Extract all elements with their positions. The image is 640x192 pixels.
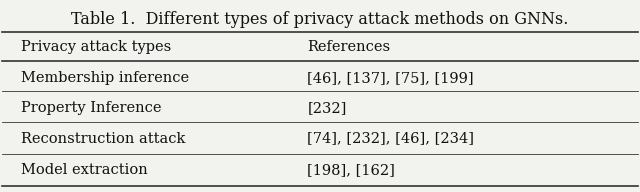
- Text: [232]: [232]: [307, 101, 347, 115]
- Text: Property Inference: Property Inference: [21, 101, 162, 115]
- Text: Privacy attack types: Privacy attack types: [21, 40, 172, 54]
- Text: [46], [137], [75], [199]: [46], [137], [75], [199]: [307, 71, 474, 85]
- Text: Membership inference: Membership inference: [21, 71, 189, 85]
- Text: Table 1.  Different types of privacy attack methods on GNNs.: Table 1. Different types of privacy atta…: [71, 11, 569, 28]
- Text: References: References: [307, 40, 390, 54]
- Text: Reconstruction attack: Reconstruction attack: [21, 132, 186, 146]
- Text: [198], [162]: [198], [162]: [307, 163, 395, 177]
- Text: [74], [232], [46], [234]: [74], [232], [46], [234]: [307, 132, 474, 146]
- Text: Model extraction: Model extraction: [21, 163, 148, 177]
